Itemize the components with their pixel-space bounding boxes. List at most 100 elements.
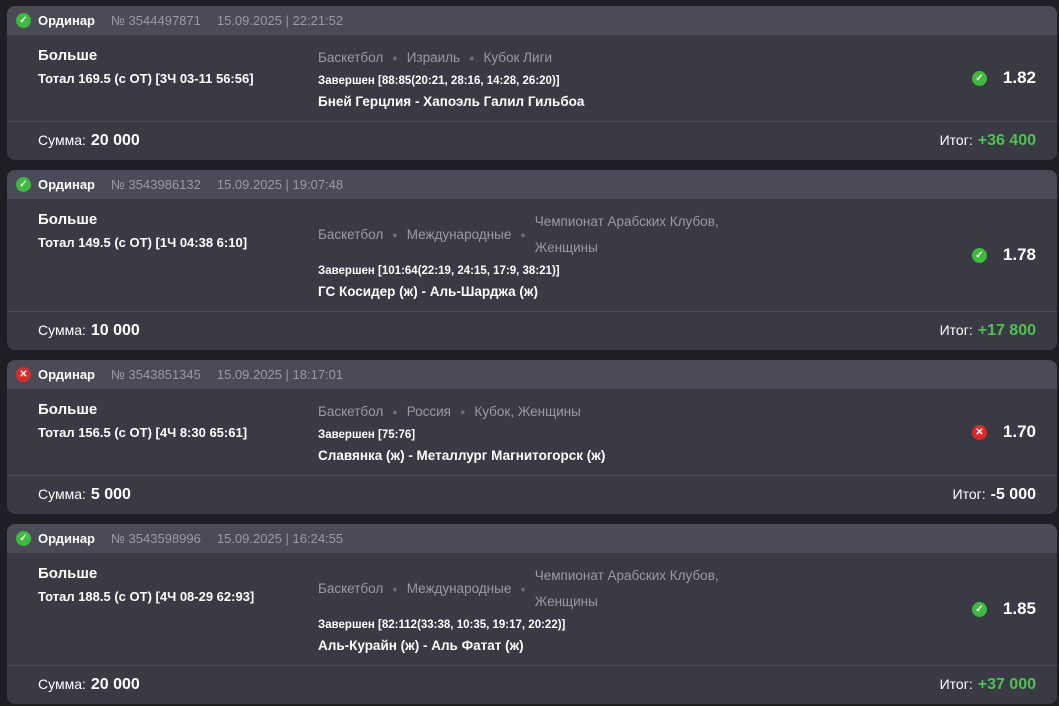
bet-datetime: 15.09.2025 | 19:07:48	[216, 177, 344, 192]
match-teams: Славянка (ж) - Металлург Магнитогорск (ж…	[318, 448, 606, 463]
country: Израиль	[406, 50, 461, 65]
bet-type: Ординар	[38, 13, 95, 28]
bet-number: № 3543598996	[111, 531, 201, 546]
payout-value: +37 000	[977, 676, 1036, 693]
bet-body: Больше Тотал 149.5 (с ОТ) [1Ч 04:38 6:10…	[7, 199, 1057, 312]
match-result: Завершен [101:64(22:19, 24:15, 17:9, 38:…	[318, 265, 560, 277]
check-circle-icon: ✓	[16, 531, 31, 546]
tournament: Кубок, Женщины	[474, 404, 581, 419]
country: Россия	[406, 404, 451, 419]
payout-label: Итог:	[939, 132, 973, 148]
separator-dot-icon: ●	[459, 407, 466, 417]
payout: Итог: +37 000	[940, 676, 1036, 694]
payout-label: Итог:	[952, 486, 986, 502]
payout: Итог: -5 000	[953, 486, 1036, 504]
cross-circle-icon: ✕	[16, 367, 31, 382]
bet-body: Больше Тотал 156.5 (с ОТ) [4Ч 8:30 65:61…	[7, 389, 1057, 476]
payout-value: -5 000	[990, 486, 1036, 503]
match-result: Завершен [75:76]	[318, 429, 416, 441]
bet-pick: Больше	[38, 47, 98, 64]
country: Международные	[406, 227, 512, 242]
bet-pick: Больше	[38, 565, 98, 582]
bet-type: Ординар	[38, 531, 95, 546]
odds-value: 1.70	[1002, 422, 1036, 441]
separator-dot-icon: ●	[469, 53, 475, 63]
bet-header: ✓ Ординар № 3543986132 15.09.2025 | 19:0…	[7, 170, 1057, 199]
match-teams: Аль-Курайн (ж) - Аль Фатат (ж)	[318, 638, 524, 653]
bet-footer: Сумма: 20 000 Итог: +36 400	[7, 122, 1057, 160]
bet-footer: Сумма: 10 000 Итог: +17 800	[7, 312, 1057, 350]
bet-datetime: 15.09.2025 | 18:17:01	[216, 367, 344, 382]
match-teams: ГС Косидер (ж) - Аль-Шарджа (ж)	[318, 284, 538, 299]
stake: Сумма: 5 000	[38, 486, 131, 504]
stake-value: 10 000	[90, 322, 140, 339]
odds: ✓ 1.78	[971, 245, 1036, 265]
separator-dot-icon: ●	[392, 584, 398, 594]
tournament: Чемпионат Арабских Клубов, Женщины	[534, 214, 719, 255]
stake-value: 5 000	[90, 486, 131, 503]
bet-market: Тотал 156.5 (с ОТ) [4Ч 8:30 65:61]	[38, 425, 248, 440]
odds: ✓ 1.85	[971, 599, 1036, 619]
check-circle-icon: ✓	[971, 70, 987, 86]
tournament: Кубок Лиги	[483, 50, 553, 65]
bet-number: № 3543851345	[111, 367, 201, 382]
bet-header: ✕ Ординар № 3543851345 15.09.2025 | 18:1…	[7, 360, 1057, 389]
bet-pick: Больше	[38, 211, 98, 228]
bet-datetime: 15.09.2025 | 22:21:52	[216, 13, 344, 28]
bet-footer: Сумма: 20 000 Итог: +37 000	[7, 666, 1057, 704]
tournament: Чемпионат Арабских Клубов, Женщины	[534, 568, 719, 609]
stake-value: 20 000	[90, 132, 140, 149]
bet-body: Больше Тотал 169.5 (с ОТ) [3Ч 03-11 56:5…	[7, 35, 1057, 122]
separator-dot-icon: ●	[392, 230, 398, 240]
stake: Сумма: 20 000	[38, 676, 140, 694]
bet-footer: Сумма: 5 000 Итог: -5 000	[7, 476, 1057, 514]
stake-label: Сумма:	[38, 676, 86, 692]
payout-value: +36 400	[977, 132, 1036, 149]
bet-card[interactable]: ✓ Ординар № 3544497871 15.09.2025 | 22:2…	[7, 6, 1057, 160]
payout: Итог: +36 400	[940, 132, 1036, 150]
sport: Баскетбол	[318, 227, 384, 242]
sport: Баскетбол	[318, 581, 384, 596]
cross-circle-icon: ✕	[971, 424, 987, 440]
bet-card[interactable]: ✓ Ординар № 3543986132 15.09.2025 | 19:0…	[7, 170, 1057, 350]
bet-header: ✓ Ординар № 3544497871 15.09.2025 | 22:2…	[7, 6, 1057, 35]
check-circle-icon: ✓	[16, 177, 31, 192]
odds-value: 1.78	[1002, 245, 1036, 264]
check-circle-icon: ✓	[971, 601, 987, 617]
match-result: Завершен [88:85(20:21, 28:16, 14:28, 26:…	[318, 75, 560, 87]
bet-number: № 3544497871	[111, 13, 201, 28]
stake-label: Сумма:	[38, 132, 86, 148]
bet-card[interactable]: ✕ Ординар № 3543851345 15.09.2025 | 18:1…	[7, 360, 1057, 514]
payout: Итог: +17 800	[940, 322, 1036, 340]
payout-label: Итог:	[939, 322, 973, 338]
bet-card[interactable]: ✓ Ординар № 3543598996 15.09.2025 | 16:2…	[7, 524, 1057, 704]
separator-dot-icon: ●	[392, 407, 398, 417]
sport: Баскетбол	[318, 50, 384, 65]
odds-value: 1.85	[1002, 599, 1036, 618]
bet-history-list: ✓ Ординар № 3544497871 15.09.2025 | 22:2…	[0, 6, 1059, 704]
bet-type: Ординар	[38, 367, 95, 382]
bet-body: Больше Тотал 188.5 (с ОТ) [4Ч 08-29 62:9…	[7, 553, 1057, 666]
match-teams: Бней Герцлия - Хапоэль Галил Гильбоа	[318, 94, 585, 109]
separator-dot-icon: ●	[392, 53, 398, 63]
payout-label: Итог:	[939, 676, 973, 692]
odds: ✓ 1.82	[971, 68, 1036, 88]
odds-value: 1.82	[1002, 68, 1036, 87]
league-breadcrumb: Баскетбол ● Израиль ● Кубок Лиги	[318, 45, 738, 71]
bet-pick: Больше	[38, 401, 98, 418]
bet-market: Тотал 188.5 (с ОТ) [4Ч 08-29 62:93]	[38, 589, 255, 604]
bet-number: № 3543986132	[111, 177, 201, 192]
separator-dot-icon: ●	[520, 584, 526, 594]
league-breadcrumb: Баскетбол ● Россия ● Кубок, Женщины	[318, 399, 738, 425]
check-circle-icon: ✓	[16, 13, 31, 28]
odds: ✕ 1.70	[971, 422, 1036, 442]
bet-type: Ординар	[38, 177, 95, 192]
stake-label: Сумма:	[38, 486, 86, 502]
stake: Сумма: 20 000	[38, 132, 140, 150]
league-breadcrumb: Баскетбол ● Международные ● Чемпионат Араб…	[318, 563, 738, 615]
match-result: Завершен [82:112(33:38, 10:35, 19:17, 20…	[318, 619, 566, 631]
bet-header: ✓ Ординар № 3543598996 15.09.2025 | 16:2…	[7, 524, 1057, 553]
bet-market: Тотал 149.5 (с ОТ) [1Ч 04:38 6:10]	[38, 235, 248, 250]
check-circle-icon: ✓	[971, 247, 987, 263]
sport: Баскетбол	[318, 404, 384, 419]
